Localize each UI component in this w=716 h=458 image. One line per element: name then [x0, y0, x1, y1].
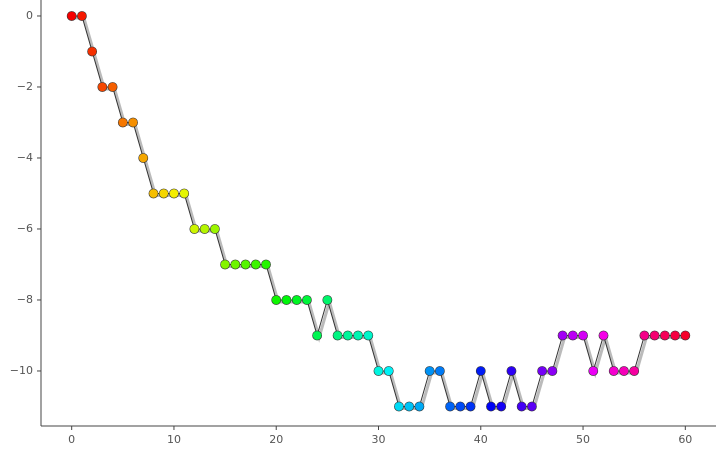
point: [250, 259, 261, 270]
point: [230, 259, 241, 270]
point: [332, 330, 343, 341]
point: [486, 401, 496, 412]
point: [547, 366, 558, 376]
point: [383, 366, 394, 376]
point: [578, 330, 588, 341]
point: [434, 366, 445, 376]
point: [619, 366, 629, 376]
point: [261, 259, 271, 270]
point: [404, 401, 415, 412]
point: [629, 366, 640, 376]
point: [77, 11, 87, 21]
point: [537, 366, 548, 376]
point: [322, 295, 333, 305]
point: [342, 330, 353, 341]
point: [475, 366, 486, 376]
point: [445, 401, 455, 412]
point: [291, 295, 302, 305]
y-tick-label: −8: [17, 293, 33, 306]
point: [588, 366, 599, 376]
point: [394, 401, 404, 412]
point: [169, 188, 179, 199]
point: [373, 366, 384, 376]
point: [158, 188, 169, 199]
x-tick-label: 10: [167, 433, 181, 446]
x-tick-label: 20: [269, 433, 283, 446]
point: [598, 330, 609, 341]
point: [220, 259, 230, 270]
y-tick-label: −10: [10, 364, 33, 377]
point: [271, 295, 282, 305]
point: [639, 330, 650, 341]
x-tick-label: 60: [678, 433, 692, 446]
point: [680, 330, 691, 341]
point: [465, 401, 476, 412]
point: [455, 401, 466, 412]
point: [506, 366, 517, 376]
point: [353, 330, 363, 341]
point: [117, 117, 128, 128]
point: [516, 401, 527, 412]
line-shadow: [73, 16, 688, 410]
line: [71, 15, 686, 407]
y-tick-label: −2: [17, 80, 33, 93]
point: [281, 295, 292, 305]
x-tick-label: 40: [474, 433, 488, 446]
point: [87, 46, 98, 57]
y-tick-label: 0: [26, 9, 33, 22]
point: [189, 224, 200, 234]
point: [363, 330, 374, 341]
y-tick-label: −4: [17, 151, 33, 164]
point: [649, 330, 660, 341]
x-tick-label: 30: [372, 433, 386, 446]
point: [670, 330, 680, 341]
point: [659, 330, 670, 341]
point: [302, 295, 312, 305]
point: [66, 11, 77, 21]
point: [199, 224, 210, 234]
point: [496, 401, 507, 412]
point: [240, 259, 251, 270]
point: [107, 82, 118, 92]
point: [424, 366, 435, 376]
point: [527, 401, 537, 412]
x-tick-label: 0: [68, 433, 75, 446]
point: [138, 153, 149, 163]
point: [209, 224, 220, 234]
point: [148, 188, 159, 199]
point: [414, 401, 425, 412]
point: [128, 117, 138, 128]
point: [312, 330, 323, 341]
point: [179, 188, 190, 199]
point: [557, 330, 568, 341]
point: [608, 366, 619, 376]
point: [567, 330, 578, 341]
y-tick-label: −6: [17, 222, 33, 235]
point: [97, 82, 108, 92]
x-tick-label: 50: [576, 433, 590, 446]
